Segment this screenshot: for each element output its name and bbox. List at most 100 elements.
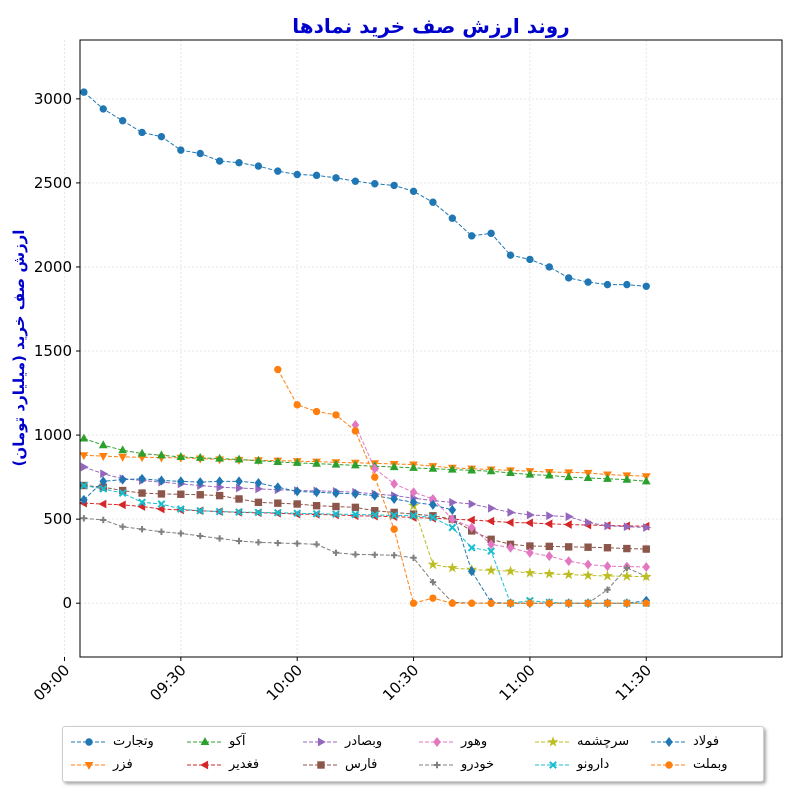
data-point — [312, 171, 321, 180]
data-point — [371, 551, 378, 558]
data-point — [642, 599, 650, 607]
data-point — [215, 491, 224, 500]
data-point — [196, 506, 205, 515]
data-point — [80, 462, 89, 472]
data-point — [433, 761, 441, 769]
data-point — [79, 481, 88, 490]
y-tick-label: 500 — [43, 510, 72, 528]
data-point — [429, 578, 437, 586]
data-point — [468, 499, 477, 509]
legend-swatch — [419, 737, 455, 747]
data-point — [603, 599, 612, 607]
data-point — [643, 523, 652, 532]
data-point — [506, 599, 515, 607]
data-point — [98, 440, 108, 449]
x-tick-label: 10:30 — [379, 661, 422, 704]
data-point — [429, 594, 437, 602]
data-point — [468, 599, 476, 607]
data-point — [138, 128, 146, 137]
data-point — [604, 586, 611, 593]
data-point — [409, 511, 418, 520]
data-point — [293, 500, 301, 508]
data-point — [254, 478, 263, 488]
data-point — [79, 452, 89, 461]
data-point — [446, 562, 458, 573]
legend-item: فغدیر — [185, 756, 300, 774]
data-point — [370, 463, 379, 474]
data-point — [487, 547, 496, 555]
y-tick-label: 1000 — [34, 426, 72, 444]
legend-swatch — [535, 761, 571, 769]
data-point — [99, 484, 108, 493]
data-point — [118, 453, 128, 462]
data-point — [119, 523, 126, 530]
series-path — [83, 437, 647, 482]
data-point — [138, 526, 146, 533]
data-point — [293, 401, 301, 409]
data-point — [604, 521, 613, 531]
data-point — [100, 469, 109, 479]
data-point — [215, 157, 224, 165]
data-point — [254, 162, 263, 170]
series-path — [277, 369, 647, 604]
data-point — [505, 518, 514, 527]
data-point — [563, 520, 572, 529]
data-point — [176, 452, 186, 460]
y-tick-label: 3000 — [34, 90, 72, 108]
data-point — [564, 543, 573, 551]
data-point — [448, 214, 457, 222]
data-point — [215, 476, 224, 487]
data-point — [487, 539, 495, 550]
x-tick-label: 09:30 — [146, 661, 189, 704]
data-point — [447, 464, 457, 473]
data-point — [526, 547, 534, 558]
data-point — [582, 569, 594, 581]
data-point — [273, 482, 282, 493]
plot-frame — [79, 39, 783, 658]
data-point — [235, 483, 244, 493]
data-point — [468, 232, 476, 240]
legend-item: فزر — [69, 756, 184, 774]
data-point — [177, 476, 185, 487]
data-point — [235, 476, 243, 487]
data-point — [317, 761, 325, 769]
series-line — [79, 481, 651, 608]
data-point — [486, 516, 495, 526]
data-point — [351, 503, 360, 512]
data-point — [584, 599, 592, 607]
data-point — [390, 478, 398, 489]
data-point — [351, 460, 360, 469]
legend-label: خودرو — [461, 757, 495, 772]
data-point — [274, 499, 282, 507]
data-point — [196, 477, 205, 488]
legend-swatch — [651, 761, 687, 769]
legend-label: وبصادر — [345, 734, 383, 749]
data-point — [312, 458, 321, 467]
legend-label: فارس — [345, 757, 378, 772]
legend-swatch — [303, 761, 339, 769]
data-point — [274, 539, 282, 547]
data-point — [351, 177, 360, 185]
data-point — [332, 502, 340, 511]
data-point — [157, 132, 166, 141]
data-point — [351, 488, 360, 499]
data-point — [274, 167, 282, 175]
data-point — [99, 105, 107, 113]
x-axis: 09:00 09:30 10:00 10:30 11:00 11:30 — [30, 657, 655, 704]
data-point — [200, 760, 209, 770]
y-tick-label: 1500 — [34, 342, 72, 360]
data-point — [547, 736, 559, 747]
legend-item: وبصادر — [301, 733, 416, 751]
series-line — [80, 515, 650, 607]
data-point — [623, 280, 631, 289]
data-point — [390, 181, 398, 190]
data-point — [486, 466, 496, 475]
data-point — [118, 445, 128, 454]
data-point — [293, 509, 302, 518]
data-point — [312, 501, 321, 510]
series-path — [83, 91, 647, 287]
data-point — [409, 187, 418, 196]
data-point — [485, 564, 497, 576]
data-point — [665, 737, 673, 747]
data-point — [467, 465, 477, 474]
